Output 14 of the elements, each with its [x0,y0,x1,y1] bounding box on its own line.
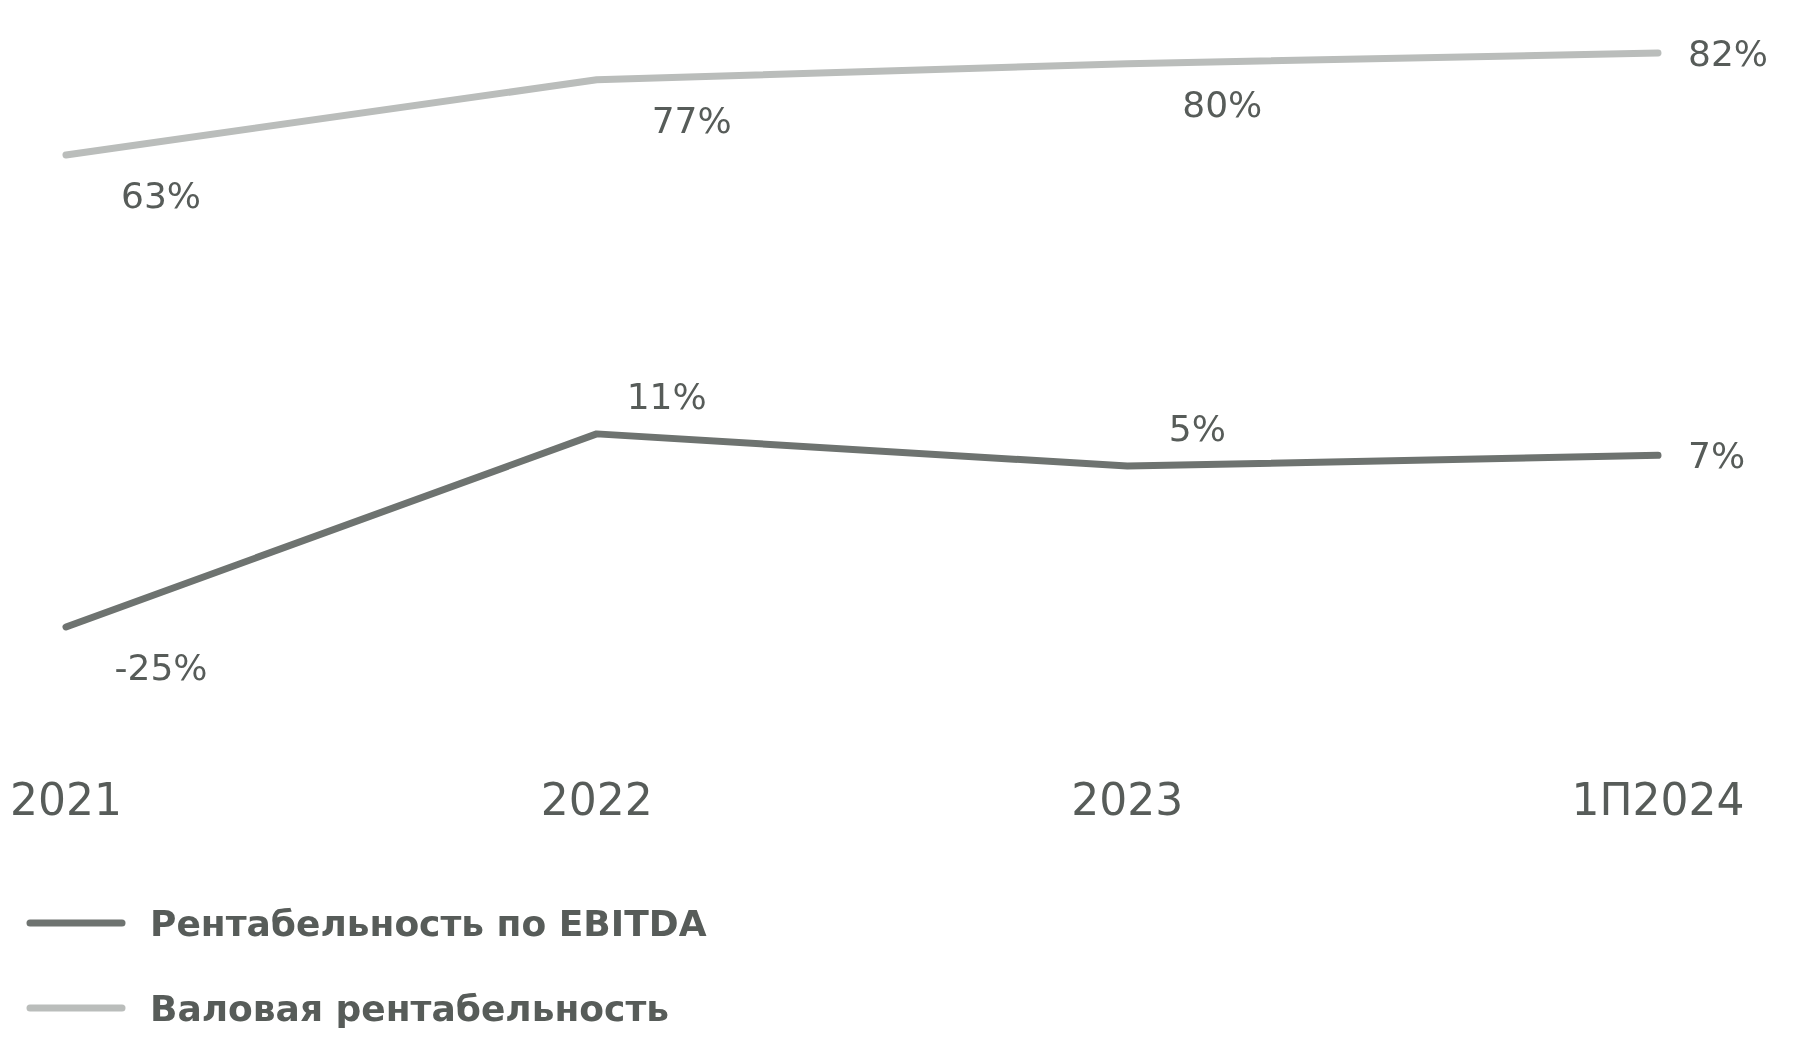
data-label: 82% [1688,33,1769,74]
data-label: 63% [120,174,202,216]
legend-label: Рентабельность по EBITDA [150,903,707,944]
x-tick-label: 2022 [540,774,653,825]
data-label: 7% [1688,435,1746,477]
x-tick-label: 2023 [1071,774,1184,825]
legend-label: Валовая рентабельность [150,988,670,1029]
data-label: 5% [1168,408,1226,450]
data-label: 80% [1182,83,1263,125]
data-label: 11% [626,375,707,417]
x-tick-label: 1П2024 [1571,774,1745,825]
x-tick-label: 2021 [10,774,122,825]
data-label: -25% [114,647,208,688]
data-label: 77% [651,99,732,141]
